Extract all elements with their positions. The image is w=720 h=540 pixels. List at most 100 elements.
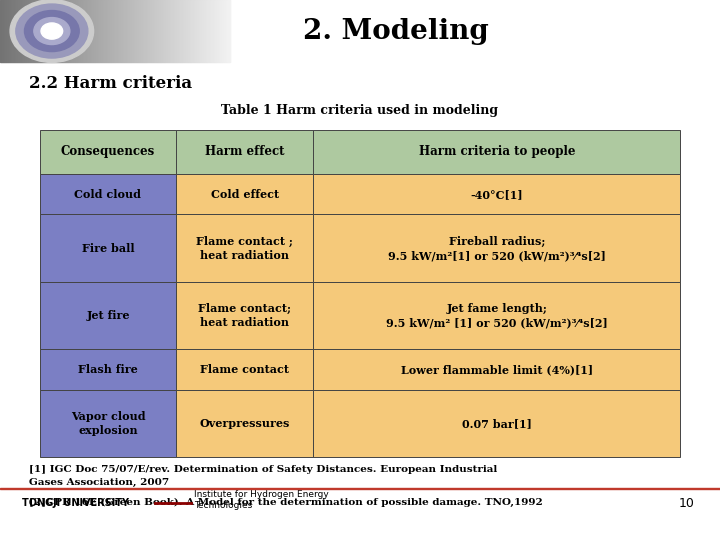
Bar xyxy=(33,0,34,62)
Bar xyxy=(88,0,89,62)
Bar xyxy=(56,0,57,62)
Bar xyxy=(12,0,13,62)
Bar xyxy=(115,0,116,62)
Bar xyxy=(34,0,35,62)
Bar xyxy=(313,214,680,282)
Bar xyxy=(83,0,84,62)
Bar xyxy=(20,0,21,62)
Bar xyxy=(105,0,106,62)
Bar xyxy=(68,0,69,62)
Bar xyxy=(132,0,133,62)
Bar xyxy=(58,0,59,62)
Bar xyxy=(222,0,223,62)
Bar xyxy=(31,0,32,62)
Bar xyxy=(26,0,27,62)
Bar xyxy=(30,0,31,62)
Bar xyxy=(126,0,127,62)
Bar xyxy=(159,0,160,62)
Bar xyxy=(183,0,184,62)
Bar xyxy=(165,0,166,62)
Bar xyxy=(184,0,185,62)
Circle shape xyxy=(10,0,94,62)
Bar xyxy=(229,0,230,62)
Bar xyxy=(141,0,142,62)
Bar xyxy=(79,0,80,62)
Bar xyxy=(208,0,209,62)
Bar xyxy=(1,0,2,62)
Bar xyxy=(148,0,149,62)
Bar xyxy=(170,0,171,62)
Text: Vapor cloud
explosion: Vapor cloud explosion xyxy=(71,411,145,436)
Bar xyxy=(78,0,79,62)
Bar xyxy=(154,0,155,62)
Text: Fire ball: Fire ball xyxy=(81,242,135,254)
Bar xyxy=(69,0,70,62)
Bar xyxy=(146,0,147,62)
Text: Jet fame length;
9.5 kW/m² [1] or 520 (kW/m²)³⁄⁴s[2]: Jet fame length; 9.5 kW/m² [1] or 520 (k… xyxy=(386,303,608,328)
Bar xyxy=(107,0,108,62)
Bar xyxy=(221,0,222,62)
Bar xyxy=(8,0,9,62)
Bar xyxy=(63,0,64,62)
Bar xyxy=(10,0,11,62)
Text: Table 1 Harm criteria used in modeling: Table 1 Harm criteria used in modeling xyxy=(222,104,498,117)
Bar xyxy=(199,0,200,62)
Bar xyxy=(169,0,170,62)
Text: Lower flammable limit (4%)[1]: Lower flammable limit (4%)[1] xyxy=(401,364,593,375)
Bar xyxy=(149,0,150,62)
Bar xyxy=(97,0,99,62)
Bar xyxy=(44,0,45,62)
Bar xyxy=(138,0,139,62)
Text: Cold cloud: Cold cloud xyxy=(74,188,142,200)
Bar xyxy=(96,0,97,62)
Bar xyxy=(114,0,115,62)
Bar xyxy=(198,0,199,62)
Bar xyxy=(176,130,313,174)
Text: Flame contact: Flame contact xyxy=(200,364,289,375)
Bar xyxy=(162,0,163,62)
Bar xyxy=(313,130,680,174)
Bar xyxy=(85,0,86,62)
Bar xyxy=(313,174,680,214)
Bar xyxy=(172,0,173,62)
Bar xyxy=(116,0,117,62)
Bar xyxy=(15,0,16,62)
Bar xyxy=(43,0,44,62)
Bar xyxy=(227,0,228,62)
Bar xyxy=(160,0,161,62)
Bar xyxy=(177,0,178,62)
Bar xyxy=(181,0,182,62)
Bar xyxy=(197,0,198,62)
Bar xyxy=(109,0,110,62)
Bar xyxy=(204,0,205,62)
Bar xyxy=(40,390,176,457)
Bar xyxy=(47,0,48,62)
Bar xyxy=(48,0,49,62)
Bar xyxy=(101,0,102,62)
Bar xyxy=(153,0,154,62)
Bar xyxy=(7,0,8,62)
Bar xyxy=(19,0,20,62)
Bar xyxy=(71,0,72,62)
Bar xyxy=(158,0,159,62)
Bar xyxy=(150,0,151,62)
Bar xyxy=(152,0,153,62)
Bar xyxy=(42,0,43,62)
Bar xyxy=(6,0,7,62)
Bar xyxy=(9,0,10,62)
Text: Flame contact ;
heat radiation: Flame contact ; heat radiation xyxy=(197,235,293,261)
Bar xyxy=(53,0,54,62)
Text: Harm effect: Harm effect xyxy=(205,145,284,158)
Bar xyxy=(176,214,313,282)
Bar xyxy=(23,0,24,62)
Bar xyxy=(143,0,145,62)
Text: Fireball radius;
9.5 kW/m²[1] or 520 (kW/m²)³⁄⁴s[2]: Fireball radius; 9.5 kW/m²[1] or 520 (kW… xyxy=(388,235,606,261)
Bar xyxy=(51,0,53,62)
Bar xyxy=(0,0,720,62)
Bar xyxy=(13,0,14,62)
Bar xyxy=(22,0,23,62)
Bar xyxy=(214,0,215,62)
Bar xyxy=(219,0,220,62)
Bar xyxy=(137,0,138,62)
Bar xyxy=(64,0,65,62)
